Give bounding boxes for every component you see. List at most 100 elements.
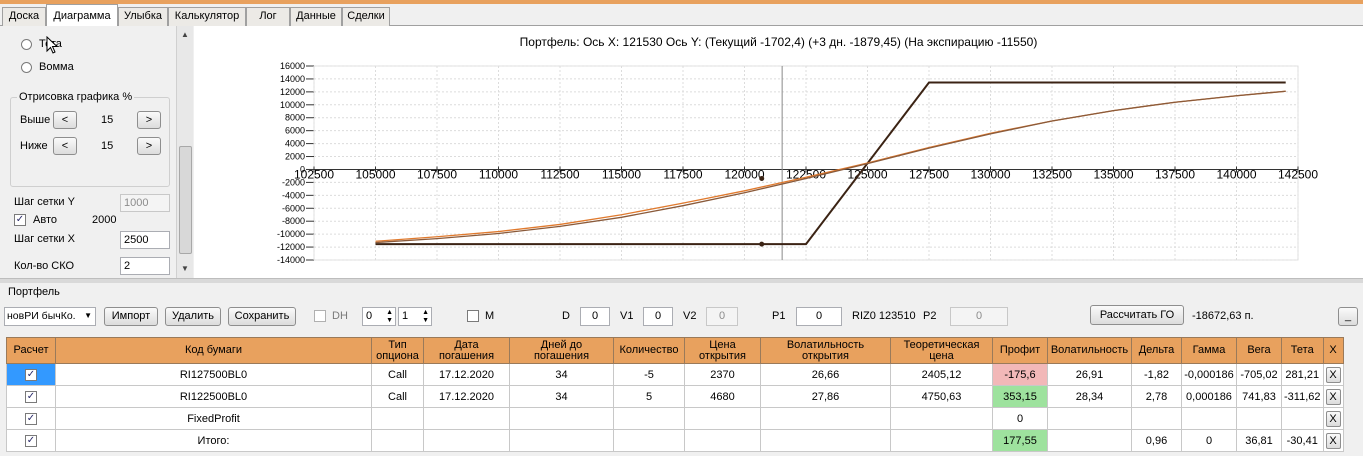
x-tick-label: 135000 [1093, 167, 1133, 181]
chart-title: Портфель: Ось X: 121530 Ось Y: (Текущий … [519, 35, 1038, 49]
portfolio-select[interactable]: новРИ бычКо. ▼ [4, 307, 96, 326]
save-button[interactable]: Сохранить [228, 307, 296, 326]
p2-input[interactable]: 0 [950, 307, 1008, 326]
import-button[interactable]: Импорт [104, 307, 158, 326]
column-header-calc[interactable]: Расчет [6, 337, 56, 364]
column-header-code[interactable]: Код бумаги [55, 337, 372, 364]
column-header-vega[interactable]: Вега [1236, 337, 1282, 364]
cell-theo-price: 2405,12 [890, 363, 993, 386]
y-tick-label: -2000 [282, 177, 305, 187]
cell-type: Call [371, 385, 424, 408]
portfolio-select-value: новРИ бычКо. [7, 310, 76, 322]
tab-log[interactable]: Лог [246, 7, 290, 26]
scroll-up-icon[interactable]: ▲ [181, 30, 189, 39]
v2-input[interactable]: 0 [706, 307, 738, 326]
auto-checkbox[interactable]: ✓ [14, 214, 26, 226]
column-header-remove[interactable]: X [1322, 337, 1344, 364]
tab-diagram[interactable]: Диаграмма [46, 4, 118, 27]
tab-board[interactable]: Доска [2, 7, 46, 26]
d-label: D [562, 310, 570, 322]
calc-checkbox[interactable]: ✓ [25, 391, 37, 403]
table-row[interactable]: ✓ RI122500BL0 Call 17.12.2020 34 5 4680 27,86 47… [6, 385, 1344, 408]
scroll-thumb[interactable] [179, 146, 192, 254]
column-header-days[interactable]: Дней до погашения [509, 337, 614, 364]
below-increase-button[interactable]: > [137, 137, 161, 155]
calc-go-button[interactable]: Рассчитать ГО [1090, 305, 1184, 325]
dh-spinner-1[interactable]: 0 ▲ ▼ [362, 307, 396, 326]
cell-expiry [423, 407, 510, 430]
cell-days: 34 [509, 385, 614, 408]
calc-checkbox[interactable]: ✓ [25, 435, 37, 447]
cell-calc[interactable]: ✓ [6, 363, 56, 386]
cell-remove[interactable]: X [1322, 363, 1344, 386]
v2-label: V2 [683, 310, 697, 322]
grid-x-label: Шаг сетки X [14, 233, 75, 245]
grid-y-input[interactable]: 1000 [120, 194, 170, 212]
position-marker [759, 241, 765, 247]
panel-splitter[interactable] [0, 278, 1363, 283]
payoff-chart-svg: 16000 14000 12000 10000 8000 6000 4000 2000 0 -20… [277, 61, 1318, 265]
cell-remove[interactable]: X [1322, 407, 1344, 430]
x-tick-label: 120000 [724, 167, 764, 181]
remove-row-button[interactable]: X [1325, 432, 1341, 449]
cell-remove[interactable]: X [1322, 429, 1344, 452]
v1-input[interactable]: 0 [643, 307, 673, 326]
auto-label: Авто [33, 214, 57, 226]
grid-x-input[interactable]: 2500 [120, 231, 170, 249]
column-header-open-price[interactable]: Цена открытия [684, 337, 761, 364]
radio-vomma[interactable] [21, 62, 32, 73]
cell-calc[interactable]: ✓ [6, 407, 56, 430]
column-header-expiry[interactable]: Дата погашения [423, 337, 510, 364]
p1-label: P1 [772, 310, 786, 322]
remove-row-button[interactable]: X [1325, 366, 1341, 383]
table-row[interactable]: ✓ FixedProfit 0 X [6, 407, 1344, 430]
above-increase-button[interactable]: > [137, 111, 161, 129]
remove-row-button[interactable]: X [1325, 410, 1341, 427]
calc-checkbox[interactable]: ✓ [25, 413, 37, 425]
column-header-qty[interactable]: Количество [613, 337, 685, 364]
column-header-type[interactable]: Тип опциона [371, 337, 424, 364]
cell-remove[interactable]: X [1322, 385, 1344, 408]
column-header-vol[interactable]: Волатильность [1047, 337, 1132, 364]
column-header-theo-price[interactable]: Теоретическая цена [890, 337, 993, 364]
cell-calc[interactable]: ✓ [6, 385, 56, 408]
cell-calc[interactable]: ✓ [6, 429, 56, 452]
cell-vega: 36,81 [1236, 429, 1282, 452]
dh-checkbox[interactable] [314, 310, 326, 322]
p2-label: P2 [923, 310, 937, 322]
m-checkbox[interactable] [467, 310, 479, 322]
y-tick-label: -4000 [282, 190, 305, 200]
radio-theta[interactable] [21, 39, 32, 50]
remove-row-button[interactable]: X [1325, 388, 1341, 405]
tab-calculator[interactable]: Калькулятор [168, 7, 246, 26]
above-decrease-button[interactable]: < [53, 111, 77, 129]
sko-input[interactable]: 2 [120, 257, 170, 275]
settings-scrollbar[interactable]: ▲ ▼ [176, 26, 193, 278]
table-row[interactable]: ✓ RI127500BL0 Call 17.12.2020 34 -5 2370 26,66 2… [6, 363, 1344, 386]
dh-spinner-2[interactable]: 1 ▲ ▼ [398, 307, 432, 326]
riz-label: RIZ0 123510 [852, 310, 916, 322]
table-row[interactable]: ✓ Итого: 177,55 0,96 0 36,81 -30,41 X [6, 429, 1344, 452]
column-header-profit[interactable]: Профит [992, 337, 1048, 364]
cell-vol [1047, 429, 1132, 452]
tab-deals[interactable]: Сделки [342, 7, 390, 26]
position-marker [759, 176, 765, 182]
tab-smile[interactable]: Улыбка [118, 7, 168, 26]
spinner-arrows-icon[interactable]: ▲ ▼ [422, 309, 429, 324]
p1-input[interactable]: 0 [796, 307, 842, 326]
scroll-down-icon[interactable]: ▼ [181, 264, 189, 273]
cell-theta: -311,62 [1281, 385, 1324, 408]
minimize-button[interactable]: _ [1338, 307, 1358, 326]
d-input[interactable]: 0 [580, 307, 610, 326]
calc-checkbox[interactable]: ✓ [25, 369, 37, 381]
spinner-arrows-icon[interactable]: ▲ ▼ [386, 309, 393, 324]
below-decrease-button[interactable]: < [53, 137, 77, 155]
column-header-gamma[interactable]: Гамма [1181, 337, 1237, 364]
x-tick-label: 142500 [1278, 167, 1318, 181]
column-header-theta[interactable]: Тета [1281, 337, 1324, 364]
tab-data[interactable]: Данные [290, 7, 342, 26]
column-header-delta[interactable]: Дельта [1131, 337, 1182, 364]
column-header-open-vol[interactable]: Волатильность открытия [760, 337, 891, 364]
y-tick-label: -8000 [282, 216, 305, 226]
delete-button[interactable]: Удалить [165, 307, 221, 326]
